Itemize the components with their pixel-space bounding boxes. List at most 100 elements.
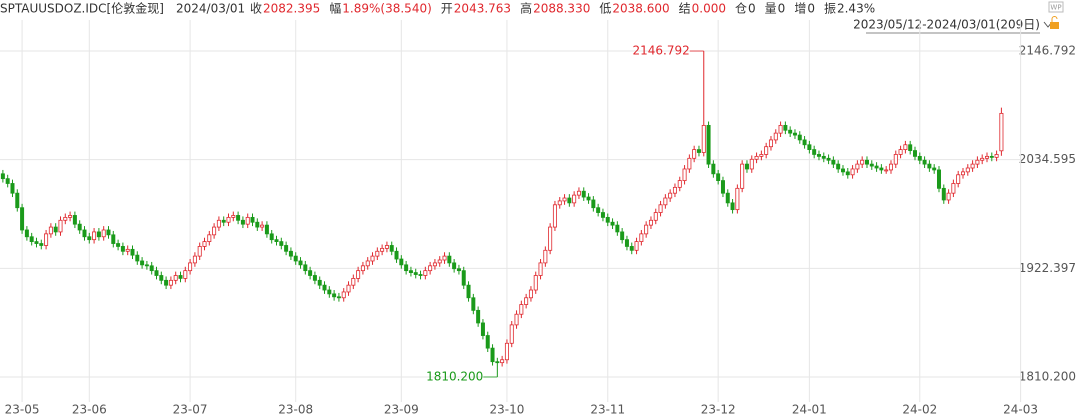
candle-body [149, 265, 154, 272]
candle-body [908, 144, 913, 151]
candle-body [236, 215, 241, 221]
candle-body [68, 215, 73, 218]
x-tick-label: 23-08 [278, 403, 313, 417]
candle-body [768, 139, 773, 148]
stat-label: 收 [250, 2, 262, 16]
candle-body [39, 243, 44, 246]
candle-body [245, 216, 250, 225]
candle-body [941, 187, 946, 201]
candle-body [63, 216, 68, 221]
badge-box[interactable] [1048, 1, 1064, 13]
candle-body [567, 197, 572, 204]
candle-body [557, 200, 562, 206]
stat-value: 0 [807, 2, 815, 16]
candle-body [533, 275, 538, 291]
stat-label: 幅 [329, 1, 341, 16]
candle-body [951, 183, 956, 194]
candle-body [274, 239, 279, 243]
candle-body [264, 224, 269, 235]
candle-body [111, 234, 116, 244]
candle-body [658, 204, 663, 213]
candle-body [788, 129, 793, 134]
stat-label: 低 [599, 2, 611, 16]
stat-value: 2038.600 [612, 2, 669, 16]
candle-body [504, 342, 509, 361]
lock-icon[interactable] [1050, 22, 1059, 29]
candle-body [5, 178, 10, 184]
candle-body [418, 274, 423, 276]
candle-body [927, 163, 932, 169]
candle-body [816, 154, 821, 157]
candle-body [668, 192, 673, 199]
candle-body [850, 168, 855, 176]
candle-body [807, 144, 812, 150]
candle-body [783, 124, 788, 131]
candle-body [437, 259, 442, 264]
candle-body [394, 250, 399, 260]
candle-body [874, 165, 879, 169]
candle-body [639, 233, 644, 242]
candle-body [999, 112, 1004, 152]
candle-body [255, 221, 260, 228]
candle-body [106, 229, 111, 236]
candle-body [192, 255, 197, 264]
candle-body [327, 289, 332, 295]
candle-body [10, 183, 15, 194]
candle-body [936, 169, 941, 189]
candle-body [884, 169, 889, 172]
candle-body [82, 229, 87, 238]
candle-body [370, 255, 375, 262]
date-range[interactable]: 2023/05/12-2024/03/01(209日) [853, 18, 1040, 32]
candle-body [125, 248, 130, 252]
candle-body [202, 241, 207, 247]
candle-body [375, 250, 380, 257]
symbol: SPTAUUSDOZ.IDC[伦敦金现] [0, 1, 164, 16]
candle-body [447, 255, 452, 264]
candle-body [898, 149, 903, 155]
candle-body [879, 167, 884, 171]
candle-body [466, 284, 471, 299]
candle-body [893, 154, 898, 165]
candle-body [432, 262, 437, 267]
candle-body [740, 163, 745, 189]
candle-body [293, 255, 298, 262]
candle-body [543, 249, 548, 264]
candle-body [812, 149, 817, 155]
candle-body [831, 159, 836, 165]
y-tick-label: 2146.792 [1019, 44, 1076, 58]
candle-body [495, 361, 500, 364]
badge[interactable]: WP [1050, 4, 1061, 12]
candle-body [365, 260, 370, 267]
candle-body [970, 163, 975, 169]
stat-value: 1.89%(38.540) [342, 2, 431, 16]
x-tick-label: 23-12 [701, 403, 736, 417]
candle-body [92, 231, 97, 241]
candle-body [120, 246, 125, 252]
candle-body [226, 216, 231, 223]
candle-body [0, 173, 5, 180]
candle-body [864, 159, 869, 165]
candle-body [980, 157, 985, 161]
x-tick-label: 24-02 [902, 403, 937, 417]
candle-body [360, 265, 365, 272]
x-tick-label: 24-01 [792, 403, 827, 417]
candle-body [221, 219, 226, 223]
candle-body [840, 168, 845, 173]
candle-body [975, 159, 980, 165]
candle-body [696, 149, 701, 153]
candle-body [764, 146, 769, 155]
candle-body [836, 163, 841, 170]
candle-body [77, 223, 82, 231]
candle-body [528, 289, 533, 299]
candle-body [207, 234, 212, 243]
candle-body [480, 322, 485, 336]
candle-body [548, 226, 553, 251]
candle-body [351, 277, 356, 286]
stat-label: 振 [824, 2, 836, 16]
candle-body [778, 124, 783, 134]
candle-body [20, 207, 25, 231]
candle-body [845, 171, 850, 176]
x-tick-label: 24-03 [1003, 403, 1038, 417]
candle-body [260, 224, 265, 228]
candle-body [663, 197, 668, 206]
